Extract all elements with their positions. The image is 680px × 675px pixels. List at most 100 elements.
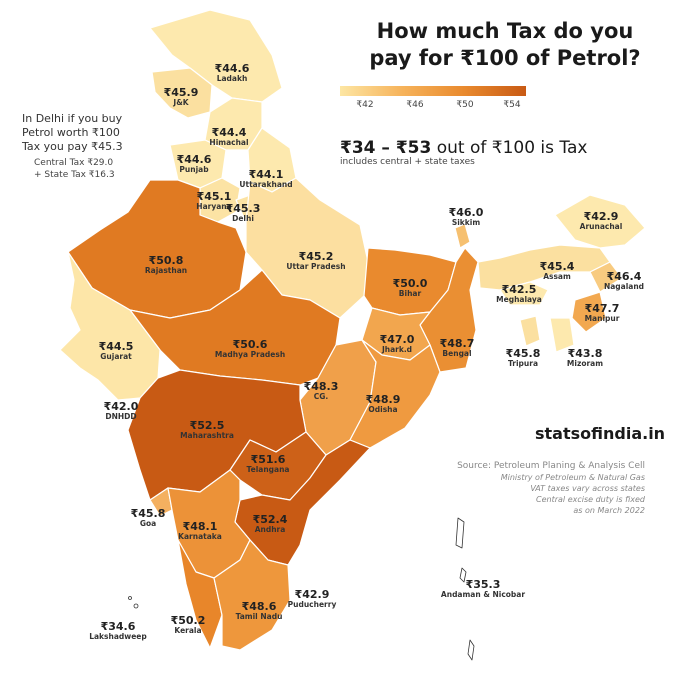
- state-value-andhra: ₹52.4: [253, 513, 288, 526]
- state-name-rajasthan: Rajasthan: [145, 266, 187, 275]
- state-value-uttarakhand: ₹44.1: [249, 168, 284, 181]
- state-name-dnhdd: DNHDD: [105, 412, 136, 421]
- state-name-bengal: Bengal: [442, 349, 471, 358]
- state-value-manipur: ₹47.7: [585, 302, 620, 315]
- state-name-odisha: Odisha: [368, 405, 397, 414]
- state-name-haryana: Haryana: [196, 202, 231, 211]
- region-manipur: [571, 291, 607, 333]
- state-name-andhra: Andhra: [255, 525, 286, 534]
- state-name-assam: Assam: [543, 272, 571, 281]
- state-value-himachal: ₹44.4: [212, 126, 247, 139]
- state-name-madhya-pradesh: Madhya Pradesh: [215, 350, 285, 359]
- state-name-cg-: CG.: [314, 392, 329, 401]
- region-tn: [213, 539, 291, 651]
- region-nagaland: [589, 261, 623, 293]
- state-value-telangana: ₹51.6: [251, 453, 286, 466]
- state-value-ladakh: ₹44.6: [215, 62, 250, 75]
- legend-gradient: [340, 86, 526, 96]
- state-name-tripura: Tripura: [508, 359, 538, 368]
- state-value-uttar-pradesh: ₹45.2: [299, 250, 334, 263]
- state-name-j-k: J&K: [172, 98, 189, 107]
- state-value-rajasthan: ₹50.8: [149, 254, 184, 267]
- state-name-maharashtra: Maharashtra: [180, 431, 234, 440]
- brand-name: statsofindia.in: [535, 424, 666, 443]
- state-name-andaman-nicobar: Andaman & Nicobar: [441, 590, 525, 599]
- headline-range: ₹34 – ₹53: [340, 138, 432, 158]
- state-name-uttar-pradesh: Uttar Pradesh: [286, 262, 345, 271]
- state-value-meghalaya: ₹42.5: [502, 283, 537, 296]
- region-jk: [151, 67, 213, 119]
- state-value-nagaland: ₹46.4: [607, 270, 642, 283]
- state-value-karnataka: ₹48.1: [183, 520, 218, 533]
- state-name-himachal: Himachal: [209, 138, 248, 147]
- region-meghalaya: [499, 281, 549, 306]
- state-name-lakshadweep: Lakshadweep: [89, 632, 147, 641]
- legend-tick: ₹46: [406, 100, 424, 110]
- state-name-mizoram: Mizoram: [567, 359, 603, 368]
- state-value-tripura: ₹45.8: [506, 347, 541, 360]
- state-value-kerala: ₹50.2: [171, 614, 206, 627]
- state-value-assam: ₹45.4: [540, 260, 575, 273]
- region-mizoram: [549, 317, 575, 353]
- state-value-bihar: ₹50.0: [393, 277, 428, 290]
- state-name-sikkim: Sikkim: [452, 218, 481, 227]
- region-sikkim: [454, 223, 471, 249]
- state-value-tamil-nadu: ₹48.6: [242, 600, 277, 613]
- legend-tick: ₹50: [456, 100, 474, 110]
- headline-text: out of ₹100 is Tax: [431, 138, 588, 158]
- state-name-uttarakhand: Uttarakhand: [239, 180, 292, 189]
- legend-tick: ₹54: [503, 100, 521, 110]
- region-tripura: [519, 315, 541, 347]
- state-value-odisha: ₹48.9: [366, 393, 401, 406]
- state-value-dnhdd: ₹42.0: [104, 400, 139, 413]
- region-kerala: [177, 539, 223, 649]
- color-legend: ₹42 ₹46 ₹50 ₹54: [340, 86, 526, 110]
- source-note: Source: Petroleum Planing & Analysis Cel…: [457, 461, 645, 515]
- state-name-karnataka: Karnataka: [178, 532, 222, 541]
- state-value-gujarat: ₹44.5: [99, 340, 134, 353]
- delhi-note: In Delhi if you buy Petrol worth ₹100 Ta…: [22, 112, 123, 180]
- state-value-j-k: ₹45.9: [164, 86, 199, 99]
- state-name-meghalaya: Meghalaya: [496, 295, 542, 304]
- state-name-puducherry: Puducherry: [288, 600, 337, 609]
- state-name-delhi: Delhi: [232, 214, 254, 223]
- state-name-kerala: Kerala: [174, 626, 201, 635]
- state-value-punjab: ₹44.6: [177, 153, 212, 166]
- headline-subtitle: includes central + state taxes: [340, 157, 475, 167]
- state-name-punjab: Punjab: [179, 165, 209, 174]
- state-value-bengal: ₹48.7: [440, 337, 475, 350]
- state-name-jhark-d: Jhark.d: [381, 345, 412, 354]
- state-name-manipur: Manipur: [585, 314, 620, 323]
- state-name-arunachal: Arunachal: [580, 222, 623, 231]
- state-value-arunachal: ₹42.9: [584, 210, 619, 223]
- chart-title: How much Tax do you pay for ₹100 of Petr…: [369, 19, 641, 70]
- state-name-gujarat: Gujarat: [100, 352, 132, 361]
- state-value-mizoram: ₹43.8: [568, 347, 603, 360]
- region-bengal: [419, 247, 479, 373]
- legend-tick: ₹42: [356, 100, 374, 110]
- state-value-cg-: ₹48.3: [304, 380, 339, 393]
- state-name-tamil-nadu: Tamil Nadu: [236, 612, 283, 621]
- state-name-ladakh: Ladakh: [217, 74, 248, 83]
- state-value-sikkim: ₹46.0: [449, 206, 484, 219]
- state-value-haryana: ₹45.1: [197, 190, 232, 203]
- state-value-goa: ₹45.8: [131, 507, 166, 520]
- state-value-puducherry: ₹42.9: [295, 588, 330, 601]
- state-value-jhark-d: ₹47.0: [380, 333, 415, 346]
- region-andaman: [455, 517, 465, 549]
- state-value-andaman-nicobar: ₹35.3: [466, 578, 501, 591]
- state-value-maharashtra: ₹52.5: [190, 419, 225, 432]
- state-value-lakshadweep: ₹34.6: [101, 620, 136, 633]
- state-value-delhi: ₹45.3: [226, 202, 261, 215]
- state-name-nagaland: Nagaland: [604, 282, 644, 291]
- lakshadweep-islands: [128, 596, 139, 609]
- region-gujarat: [59, 251, 161, 401]
- state-name-bihar: Bihar: [399, 289, 422, 298]
- state-name-goa: Goa: [140, 519, 156, 528]
- region-odisha: [349, 339, 441, 449]
- state-value-madhya-pradesh: ₹50.6: [233, 338, 268, 351]
- state-name-telangana: Telangana: [246, 465, 289, 474]
- headline: ₹34 – ₹53 out of ₹100 is Tax: [340, 138, 587, 158]
